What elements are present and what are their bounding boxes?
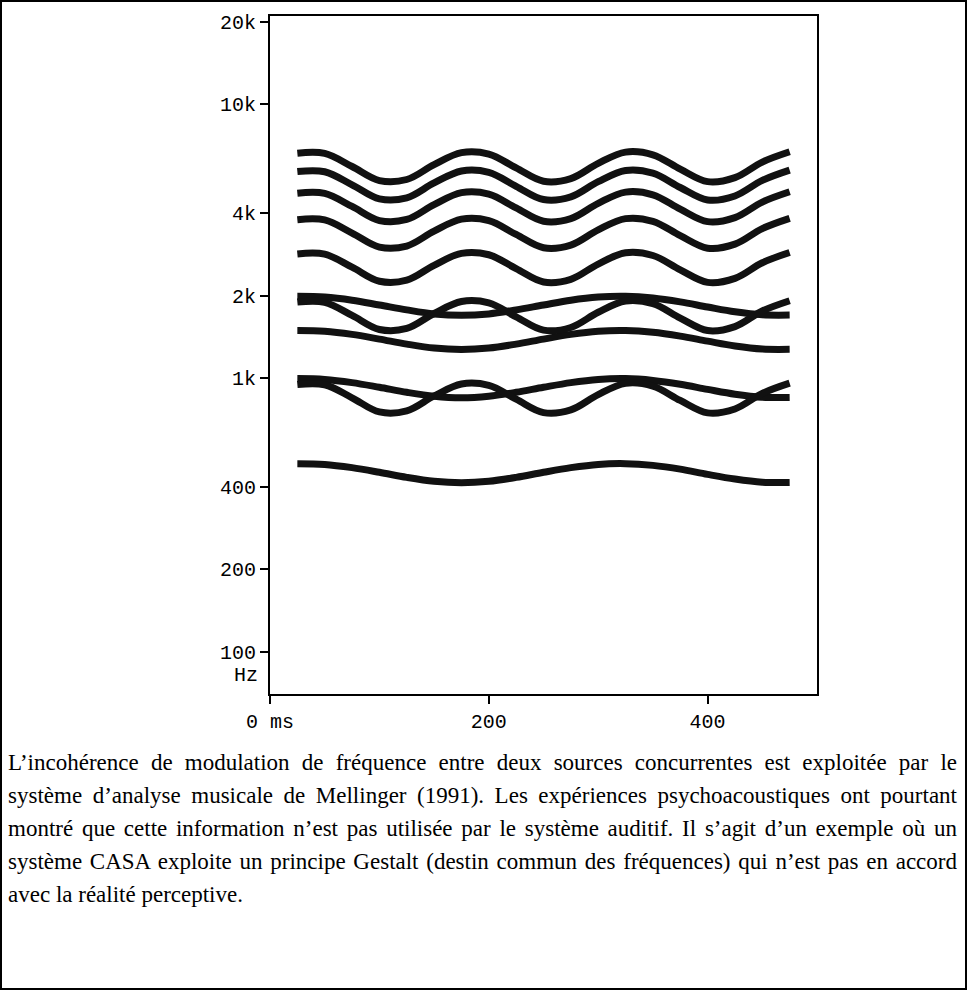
svg-text:100: 100	[220, 642, 256, 665]
svg-text:200: 200	[220, 559, 256, 582]
svg-text:4k: 4k	[232, 203, 256, 226]
html-text:L’incohérence de modulation de: L’incohérence de modulation de fréquence…	[8, 750, 957, 907]
svg-text:0 ms: 0 ms	[246, 711, 294, 734]
svg-text:20k: 20k	[220, 12, 256, 35]
svg-text:400: 400	[690, 711, 726, 734]
svg-text:10k: 10k	[220, 94, 256, 117]
svg-text:2k: 2k	[232, 286, 256, 309]
svg-text:Hz: Hz	[234, 664, 258, 687]
svg-text:1k: 1k	[232, 368, 256, 391]
svg-text:200: 200	[471, 711, 507, 734]
svg-text:400: 400	[220, 477, 256, 500]
